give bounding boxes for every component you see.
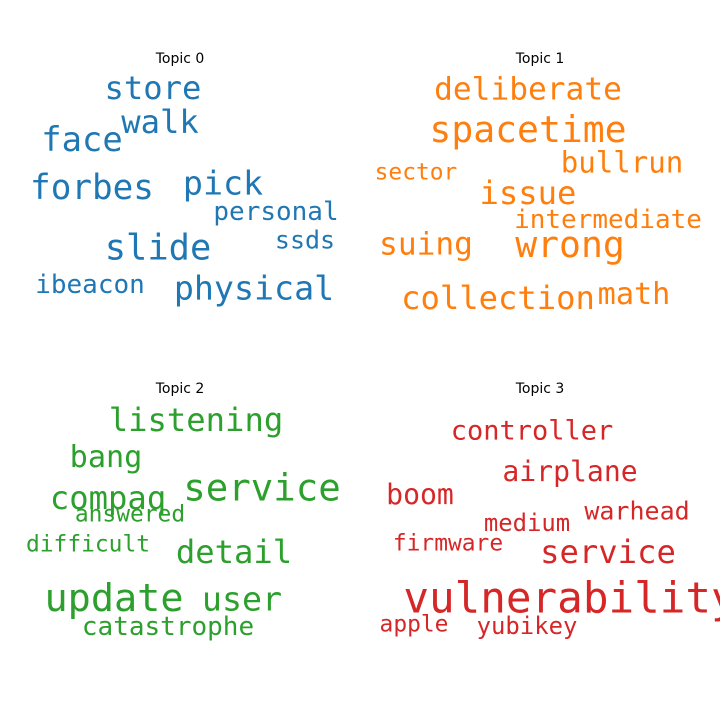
wordcloud-word: yubikey xyxy=(476,612,578,641)
panel-title: Topic 3 xyxy=(515,381,565,397)
wordcloud-word: user xyxy=(201,579,283,619)
wordcloud-word: warhead xyxy=(584,496,690,526)
wordcloud-word: deliberate xyxy=(434,71,622,108)
panel-title: Topic 2 xyxy=(155,381,205,397)
wordcloud-word: collection xyxy=(401,278,595,317)
wordcloud-word: controller xyxy=(450,415,614,447)
wordcloud-panel-topic-1: Topic 1 deliberate spacetime bullrun sector… xyxy=(370,45,710,375)
wordcloud-word: boom xyxy=(386,477,454,511)
wordcloud-word: pick xyxy=(182,163,264,203)
wordcloud-word: bang xyxy=(69,439,143,475)
wordcloud-word: issue xyxy=(479,173,577,212)
wordcloud-word: personal xyxy=(213,197,339,227)
wordcloud-word: suing xyxy=(379,226,473,263)
wordcloud-word: catastrophe xyxy=(81,612,255,642)
panel-title: Topic 0 xyxy=(155,51,205,67)
wordcloud-panel-topic-3: Topic 3 controller airplane boom warhead med… xyxy=(370,375,720,705)
wordcloud-word: store xyxy=(104,68,202,107)
wordcloud-word: compaq xyxy=(49,478,167,517)
wordcloud-word: bullrun xyxy=(560,145,684,180)
wordcloud-word: answered xyxy=(74,501,186,528)
wordcloud-word: forbes xyxy=(30,167,154,208)
wordcloud-word: face xyxy=(41,120,123,160)
wordcloud-word: sector xyxy=(374,159,458,186)
wordcloud-word: update xyxy=(44,575,184,621)
wordcloud-word: service xyxy=(183,465,341,510)
wordcloud-word: medium xyxy=(483,509,571,538)
wordcloud-word: physical xyxy=(173,268,335,308)
wordcloud-panel-topic-2: Topic 2 listening bang compaq service answer… xyxy=(10,375,350,705)
wordcloud-word: listening xyxy=(108,400,284,439)
wordcloud-word: apple xyxy=(379,611,449,638)
wordcloud-word: ssds xyxy=(274,225,336,255)
wordcloud-word: detail xyxy=(175,532,293,571)
wordcloud-word: intermediate xyxy=(514,205,702,235)
wordcloud-word: firmware xyxy=(392,530,504,557)
wordcloud-word: walk xyxy=(121,102,199,141)
wordcloud-word: difficult xyxy=(25,531,151,558)
panel-title: Topic 1 xyxy=(515,51,565,67)
wordcloud-word: service xyxy=(540,532,676,571)
wordcloud-word: math xyxy=(597,276,671,312)
wordcloud-panel-topic-0: Topic 0 store walk face forbes pick personal s… xyxy=(10,45,350,375)
wordcloud-word: spacetime xyxy=(429,107,627,151)
wordcloud-word: ibeacon xyxy=(35,270,145,300)
wordcloud-word: airplane xyxy=(502,454,638,488)
wordcloud-word: slide xyxy=(104,227,212,269)
wordcloud-word: vulnerability xyxy=(403,573,720,624)
wordcloud-word: wrong xyxy=(515,222,625,266)
